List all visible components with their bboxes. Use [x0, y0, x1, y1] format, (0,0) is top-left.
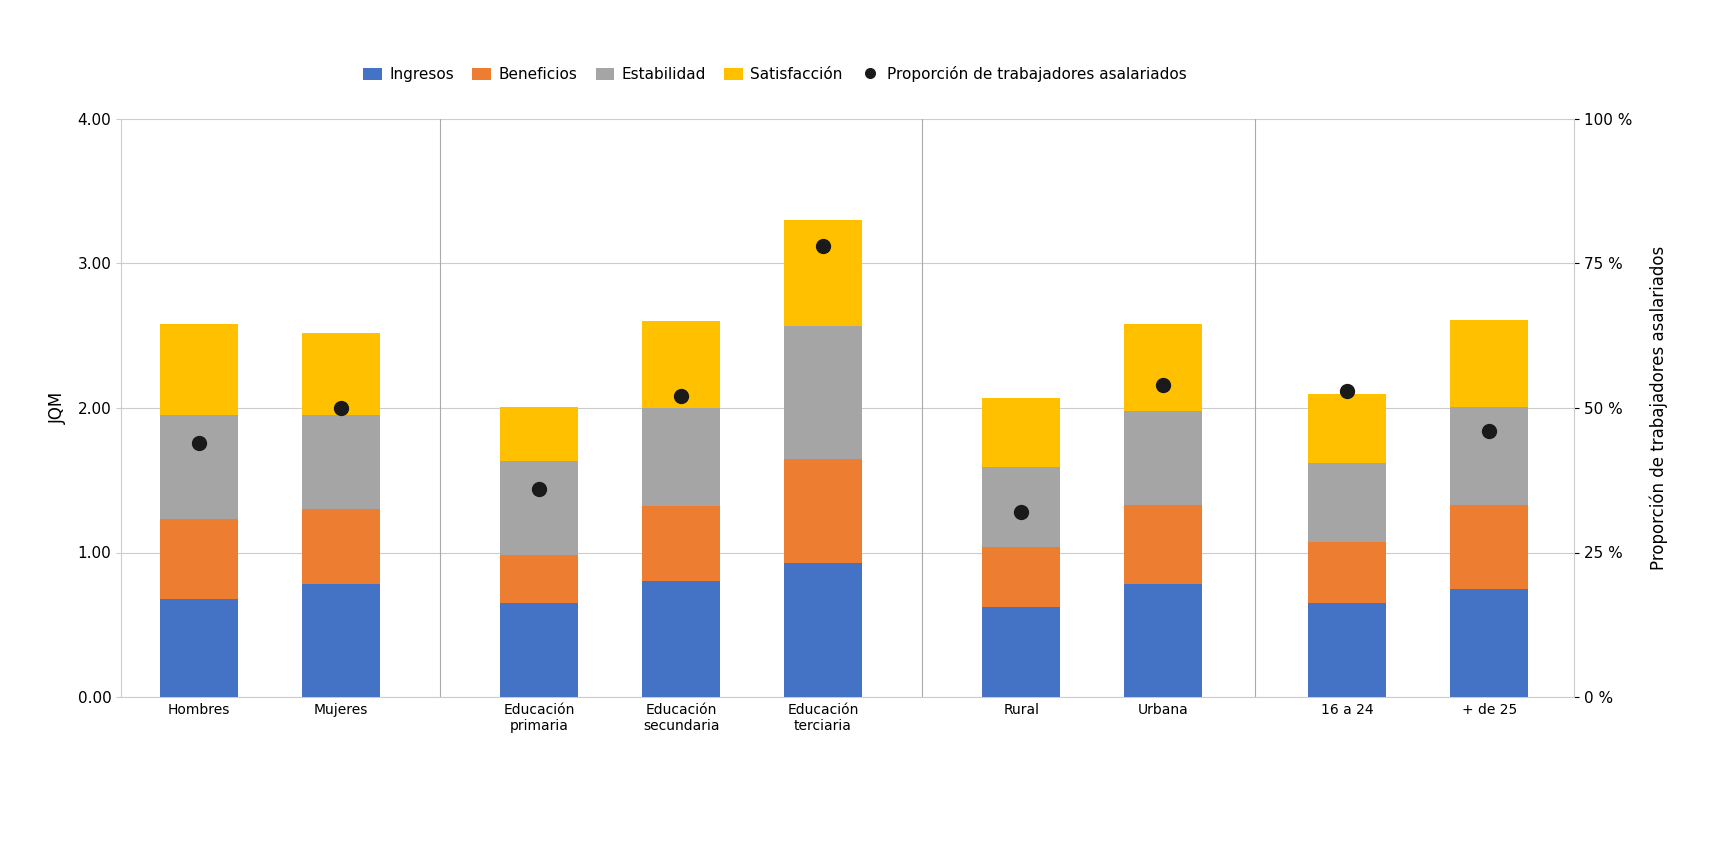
- Bar: [1124, 584, 1202, 697]
- Bar: [1450, 505, 1528, 588]
- Bar: [1450, 320, 1528, 406]
- Bar: [1308, 542, 1386, 603]
- Bar: [642, 321, 720, 408]
- Bar: [1124, 411, 1202, 505]
- Y-axis label: JQM: JQM: [48, 392, 66, 424]
- Bar: [784, 563, 862, 697]
- Point: [1334, 384, 1362, 398]
- Bar: [500, 462, 578, 555]
- Point: [327, 401, 355, 415]
- Bar: [642, 581, 720, 697]
- Point: [1149, 378, 1176, 392]
- Bar: [1308, 604, 1386, 697]
- Bar: [642, 408, 720, 507]
- Y-axis label: Proporción de trabajadores asalariados: Proporción de trabajadores asalariados: [1649, 246, 1668, 570]
- Bar: [500, 604, 578, 697]
- Bar: [301, 584, 381, 697]
- Bar: [1450, 588, 1528, 697]
- Bar: [784, 459, 862, 563]
- Bar: [161, 416, 239, 519]
- Bar: [983, 547, 1060, 608]
- Legend: Ingresos, Beneficios, Estabilidad, Satisfacción, Proporción de trabajadores asal: Ingresos, Beneficios, Estabilidad, Satis…: [358, 60, 1192, 88]
- Bar: [784, 220, 862, 326]
- Bar: [1308, 394, 1386, 463]
- Point: [1007, 505, 1035, 518]
- Point: [810, 240, 837, 253]
- Point: [185, 436, 213, 450]
- Point: [668, 389, 695, 403]
- Bar: [1450, 406, 1528, 505]
- Bar: [983, 608, 1060, 697]
- Bar: [161, 324, 239, 416]
- Bar: [301, 509, 381, 584]
- Bar: [301, 333, 381, 415]
- Bar: [301, 416, 381, 509]
- Bar: [1124, 505, 1202, 584]
- Bar: [784, 326, 862, 459]
- Bar: [983, 468, 1060, 547]
- Bar: [1124, 324, 1202, 411]
- Point: [1476, 424, 1503, 438]
- Point: [526, 482, 554, 496]
- Bar: [983, 398, 1060, 468]
- Bar: [500, 406, 578, 462]
- Bar: [1308, 463, 1386, 542]
- Bar: [500, 555, 578, 604]
- Bar: [161, 598, 239, 697]
- Bar: [161, 519, 239, 598]
- Bar: [642, 507, 720, 581]
